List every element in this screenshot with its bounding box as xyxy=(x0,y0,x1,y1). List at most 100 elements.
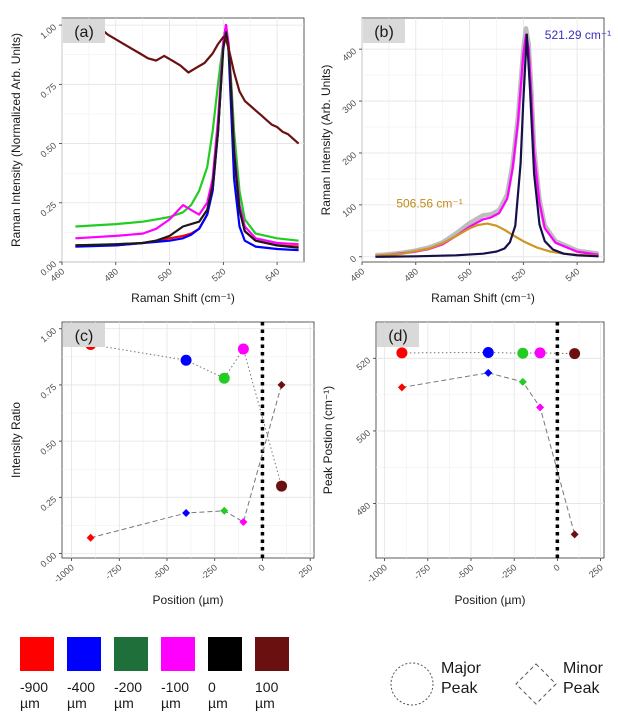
minor-peak-point xyxy=(86,533,95,542)
y-tick-label: 0 xyxy=(348,254,358,265)
x-tick-label: -750 xyxy=(412,562,432,581)
x-tick-label: 250 xyxy=(297,562,315,579)
legend-swatch xyxy=(161,637,195,671)
x-tick-label: 480 xyxy=(102,266,120,283)
y-tick-label: 400 xyxy=(340,46,358,63)
y-tick-label: 1.00 xyxy=(38,22,58,41)
x-axis-title: Position (µm) xyxy=(455,593,526,607)
minor-peak-point xyxy=(182,509,191,518)
major-peak-point xyxy=(237,343,249,355)
series-line xyxy=(75,31,299,249)
legend-label-unit: µm xyxy=(255,695,275,711)
peak-annotation: 506.56 cm⁻¹ xyxy=(396,196,462,210)
y-tick-label: 0.25 xyxy=(38,494,58,513)
y-tick-label: 200 xyxy=(340,150,358,167)
series-line xyxy=(375,33,599,258)
y-tick-label: 0.75 xyxy=(38,81,58,100)
major-peak-connector xyxy=(90,344,282,487)
legend-shape-label: Peak xyxy=(441,680,478,697)
legend-shape-label: Minor xyxy=(563,660,604,677)
legend-swatch xyxy=(67,637,101,671)
legend: -900µm-400µm-200µm-100µm0µm100µmMajorPea… xyxy=(20,637,604,711)
panel-tag-box xyxy=(377,323,419,347)
minor-peak-point xyxy=(484,368,493,377)
major-peak-circle-symbol xyxy=(390,662,434,706)
legend-label: -900 xyxy=(20,679,48,695)
panel-tag: (c) xyxy=(75,328,94,345)
legend-swatch xyxy=(208,637,242,671)
x-tick-label: -250 xyxy=(199,562,219,581)
x-tick-label: 500 xyxy=(156,266,174,283)
minor-peak-point xyxy=(239,518,248,527)
x-tick-label: 0 xyxy=(257,562,267,573)
major-peak-point xyxy=(276,480,288,492)
panel-a: (a)460 480 500 520 5400.000.250.500.751.00Ra… xyxy=(9,17,305,305)
minor-peak-point xyxy=(220,506,229,515)
x-tick-label: -250 xyxy=(498,562,518,581)
x-tick-label: 540 xyxy=(564,266,582,283)
series-line xyxy=(75,35,299,242)
x-tick-label: -750 xyxy=(103,562,123,581)
panel-tag: (a) xyxy=(74,24,94,41)
x-tick-label: 0 xyxy=(551,562,561,573)
legend-swatch xyxy=(114,637,148,671)
x-tick-label: 520 xyxy=(510,266,528,283)
x-tick-label: 460 xyxy=(348,266,366,283)
major-peak-point xyxy=(180,354,192,366)
minor-peak-diamond-symbol xyxy=(515,663,557,705)
y-tick-label: 0.50 xyxy=(38,438,58,457)
major-peak-point xyxy=(482,346,494,358)
y-tick-label: 300 xyxy=(340,98,358,115)
x-tick-label: -1000 xyxy=(365,562,389,584)
major-peak-point xyxy=(517,347,529,359)
legend-shape-label: Peak xyxy=(563,680,600,697)
legend-shape-major: Major Peak xyxy=(390,660,482,706)
minor-peak-point xyxy=(277,380,286,389)
y-tick-label: 500 xyxy=(354,428,372,445)
minor-peak-point xyxy=(518,377,527,386)
y-tick-label: 1.00 xyxy=(38,326,58,345)
major-peak-point xyxy=(396,347,408,359)
y-tick-label: 100 xyxy=(340,202,358,219)
legend-label: 100 xyxy=(255,679,279,695)
panel-tag-box xyxy=(363,19,405,43)
plot-area xyxy=(375,321,605,559)
y-tick-label: 0.00 xyxy=(38,550,58,569)
y-tick-label: 0.25 xyxy=(38,200,58,219)
minor-peak-point xyxy=(570,530,579,539)
panel-c: (c) -1000 -750 -500 -250 0 250 0.00 0.25 0.50 0.75… xyxy=(9,321,315,607)
y-axis-title: Peak Postion (cm⁻¹) xyxy=(321,386,335,494)
panel-tag-box xyxy=(63,19,105,43)
x-axis-title: Raman Shift (cm⁻¹) xyxy=(131,291,235,305)
legend-swatch xyxy=(20,637,54,671)
minor-peak-point xyxy=(397,383,406,392)
legend-shape-minor: Minor Peak xyxy=(515,660,604,705)
y-tick-label: 0.50 xyxy=(38,140,58,159)
legend-swatch xyxy=(255,637,289,671)
legend-item: 0µm xyxy=(208,637,242,711)
y-tick-label: 480 xyxy=(354,500,372,517)
legend-label: -400 xyxy=(67,679,95,695)
y-tick-label: 520 xyxy=(354,355,372,372)
series-line xyxy=(74,24,300,145)
panel-tag: (b) xyxy=(374,24,394,41)
panel-d: (d) -1000 -750 -500 -250 0 250 480 500 520 Positio… xyxy=(321,321,605,607)
legend-shape-label: Major xyxy=(441,660,482,677)
series-line xyxy=(375,222,599,257)
plot-area xyxy=(61,17,305,263)
y-tick-label: 0.75 xyxy=(38,382,58,401)
panel-b: 521.29 cm⁻¹ 506.56 cm⁻¹ (b) 460 480 500 520 540… xyxy=(319,17,611,305)
x-tick-label: -500 xyxy=(151,562,171,581)
x-axis-title: Raman Shift (cm⁻¹) xyxy=(431,291,535,305)
x-tick-label: 520 xyxy=(210,266,228,283)
y-axis-title: Raman Intensity (Normalized Arb. Units) xyxy=(9,33,23,247)
plot-area xyxy=(361,17,605,263)
legend-label-unit: µm xyxy=(114,695,134,711)
y-axis-title: Intensity Ratio xyxy=(9,402,23,478)
legend-label: -100 xyxy=(161,679,189,695)
